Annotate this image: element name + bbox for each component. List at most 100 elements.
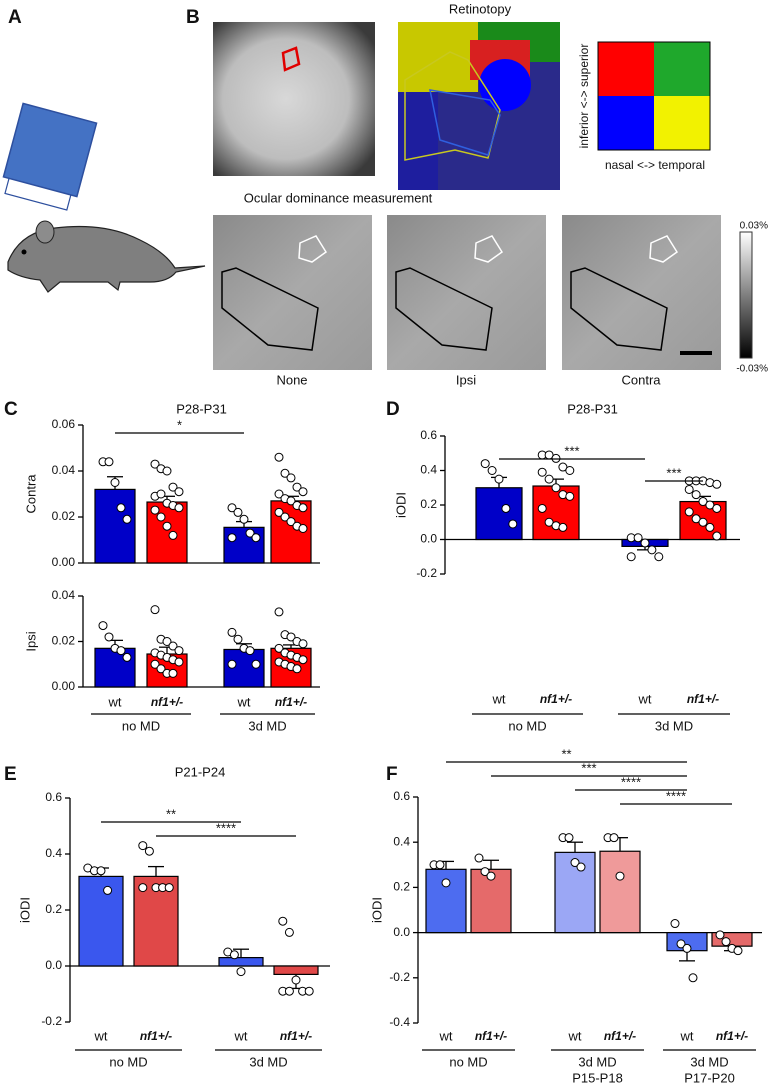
group-label: 3d MD	[249, 1054, 287, 1069]
y-tick-label: 0.04	[52, 588, 76, 602]
data-point	[684, 507, 694, 517]
data-point	[286, 496, 296, 506]
category-label: wt	[234, 1028, 248, 1043]
category-label: wt	[680, 1028, 694, 1043]
od-images	[213, 215, 753, 370]
y-tick-label: 0.02	[52, 509, 76, 523]
data-point	[156, 512, 166, 522]
group-label: no MD	[109, 1054, 147, 1069]
data-point	[162, 466, 172, 476]
chart-title: P28-P31	[176, 401, 227, 416]
data-point	[233, 634, 243, 644]
data-point	[174, 487, 184, 497]
data-point	[298, 503, 308, 513]
data-point	[164, 883, 174, 893]
data-point	[168, 641, 178, 651]
od-condition: Contra	[621, 372, 661, 387]
category-label: nf1+/-	[716, 1029, 748, 1043]
data-point	[278, 916, 288, 926]
y-tick-label: 0.0	[420, 532, 437, 546]
data-point	[239, 514, 249, 524]
data-point	[292, 482, 302, 492]
data-point	[291, 975, 301, 985]
data-point	[280, 512, 290, 522]
significance-label: **	[561, 746, 571, 761]
data-point	[168, 530, 178, 540]
data-point	[174, 503, 184, 513]
y-tick-label: 0.04	[52, 463, 76, 477]
data-point	[684, 484, 694, 494]
bar	[273, 965, 319, 975]
data-point	[138, 841, 148, 851]
panel-label: D	[386, 399, 400, 420]
data-point	[565, 491, 575, 501]
category-label: wt	[439, 1028, 453, 1043]
data-point	[150, 605, 160, 615]
colorbar-label: 0.03%	[740, 221, 768, 232]
panel-label: A	[8, 7, 22, 28]
data-point	[156, 664, 166, 674]
category-label: wt	[108, 694, 122, 709]
retinotopy-images	[213, 22, 711, 190]
data-point	[274, 507, 284, 517]
data-point	[274, 489, 284, 499]
y-axis-label: iODI	[393, 492, 408, 518]
y-tick-label: 0.06	[52, 417, 76, 431]
data-point	[284, 927, 294, 937]
data-point	[298, 524, 308, 533]
data-point	[286, 632, 296, 642]
significance-label: ***	[666, 465, 681, 480]
data-point	[104, 457, 114, 467]
data-point	[654, 552, 664, 562]
y-tick-label: 0.4	[393, 834, 410, 848]
y-tick-label: -0.2	[389, 970, 410, 984]
category-label: wt	[492, 691, 506, 706]
y-axis-label: iODI	[17, 897, 32, 923]
data-point	[551, 483, 561, 493]
bar	[223, 526, 265, 564]
significance-label: ***	[581, 760, 596, 775]
data-point	[274, 607, 284, 617]
data-point	[565, 466, 575, 475]
group-label: no MD	[508, 718, 546, 733]
data-point	[229, 950, 239, 960]
data-point	[558, 522, 568, 532]
chart-title: P21-P24	[175, 764, 226, 779]
data-point	[174, 646, 184, 656]
data-point	[251, 659, 261, 669]
category-label: nf1+/-	[687, 692, 719, 706]
data-point	[698, 497, 708, 507]
data-point	[292, 664, 302, 674]
category-label: nf1+/-	[540, 692, 572, 706]
data-point	[156, 489, 166, 499]
data-point	[564, 833, 574, 843]
data-point	[286, 473, 296, 483]
significance-label: **	[166, 806, 176, 821]
data-point	[298, 487, 308, 497]
data-point	[570, 858, 580, 868]
data-point	[712, 479, 722, 489]
data-point	[96, 866, 106, 876]
data-point	[236, 967, 246, 977]
category-label: nf1+/-	[280, 1029, 312, 1043]
data-point	[274, 643, 284, 653]
data-point	[576, 862, 586, 872]
retinotopy-horizontal-label: nasal <-> temporal	[605, 158, 705, 172]
y-tick-label: 0.6	[393, 789, 410, 803]
data-point	[227, 659, 237, 669]
group-label: no MD	[449, 1054, 487, 1069]
y-tick-label: -0.2	[416, 566, 437, 580]
y-tick-label: 0.02	[52, 634, 76, 648]
bar	[475, 487, 523, 541]
panel-label: C	[4, 399, 18, 420]
data-point	[705, 500, 715, 510]
category-label: wt	[638, 691, 652, 706]
data-point	[494, 474, 504, 484]
data-point	[110, 478, 120, 487]
data-point	[441, 878, 451, 888]
category-label: wt	[94, 1028, 108, 1043]
data-point	[162, 637, 172, 646]
significance-label: ****	[666, 788, 686, 803]
data-point	[633, 533, 643, 543]
data-point	[227, 627, 237, 637]
